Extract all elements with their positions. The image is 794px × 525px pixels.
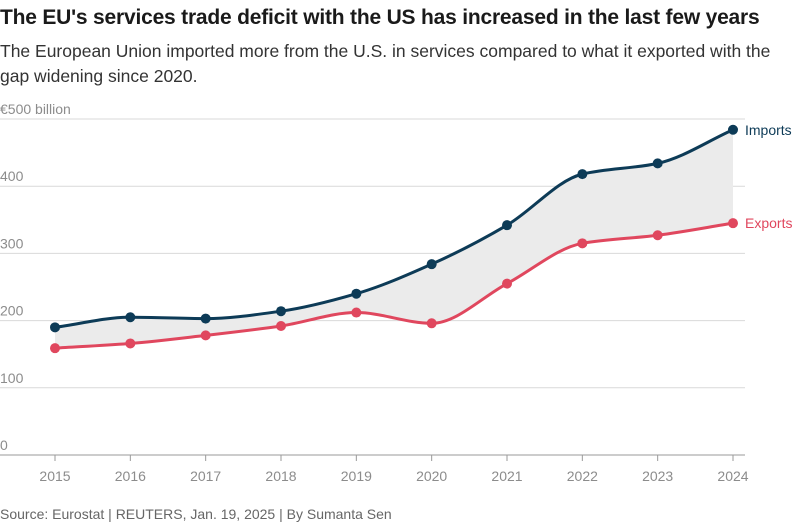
data-point-exports [577,238,588,249]
data-point-imports [426,259,437,270]
x-tick-label: 2019 [341,468,372,484]
data-point-exports [351,307,362,318]
data-point-imports [728,124,738,135]
chart-title: The EU's services trade deficit with the… [0,6,760,29]
data-point-exports [125,338,136,349]
x-tick-label: 2024 [717,468,748,484]
series-label-imports: Imports [745,122,792,138]
data-point-imports [577,169,588,180]
x-tick-label: 2023 [642,468,673,484]
y-axis-tick-labels: 0 100 200 300 400 €500 billion [0,101,71,453]
series-label-exports: Exports [745,215,792,231]
data-point-imports [351,288,362,299]
data-point-exports [652,230,663,241]
y-tick-label: 300 [0,235,24,251]
data-point-exports [276,320,286,331]
y-tick-label: €500 billion [0,101,71,117]
x-tick-label: 2020 [416,468,447,484]
data-point-imports [502,220,512,231]
data-point-exports [728,218,738,229]
y-tick-label: 100 [0,370,24,386]
y-tick-label: 200 [0,303,24,319]
x-tick-label: 2018 [265,468,296,484]
data-point-exports [502,278,512,289]
y-tick-label: 0 [0,437,8,453]
data-point-imports [652,158,663,169]
data-point-imports [200,313,211,324]
data-point-exports [426,318,437,329]
chart-subtitle: The European Union imported more from th… [0,41,771,86]
source-note: Source: Eurostat | REUTERS, Jan. 19, 202… [0,506,392,522]
data-point-imports [125,312,136,323]
x-tick-label: 2022 [567,468,598,484]
series-lines: Imports Exports [50,122,792,354]
x-axis-ticks: 2015 2016 2017 2018 2019 2020 2021 2022 2023 2024 [39,455,749,484]
series-line-exports [53,221,735,350]
data-point-imports [50,322,60,333]
grid-lines [0,118,745,389]
deficit-gap-area [55,129,733,349]
x-tick-label: 2017 [190,468,221,484]
data-point-imports [276,306,286,317]
x-tick-label: 2016 [115,468,146,484]
x-tick-label: 2021 [491,468,522,484]
series-line-imports [53,128,735,329]
data-point-exports [50,343,60,354]
data-point-exports [200,330,211,341]
y-tick-label: 400 [0,168,24,184]
x-tick-label: 2015 [39,468,70,484]
